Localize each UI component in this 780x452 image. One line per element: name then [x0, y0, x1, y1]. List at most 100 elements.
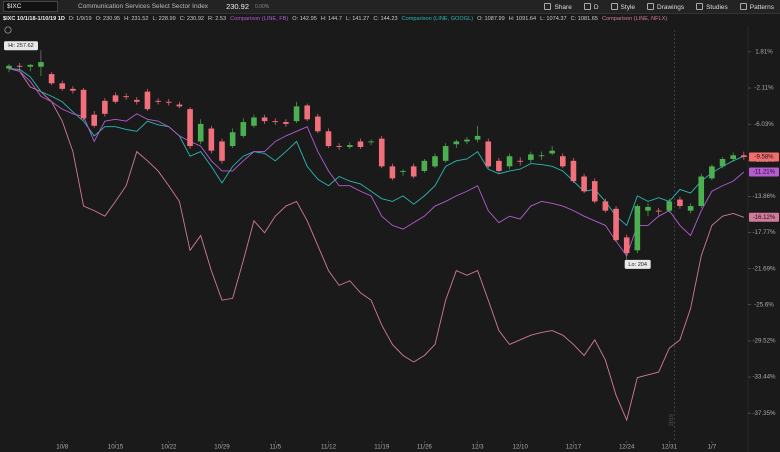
toolbar: $IXC Communication Services Select Secto…: [0, 0, 780, 14]
candle-body: [38, 62, 44, 67]
candle-body: [378, 138, 385, 167]
candle-body: [709, 166, 715, 179]
series-info: O: 1087.99: [477, 16, 505, 22]
candle-body: [112, 95, 119, 102]
x-tick-label: 12/3: [472, 444, 485, 451]
candle-body: [698, 176, 705, 207]
toolbar-button[interactable]: Share: [544, 3, 571, 11]
candle-body: [80, 89, 87, 119]
legend-entry: Comparison (LINE, FB): [230, 16, 289, 22]
ohlc-info: R: 2.53: [208, 16, 227, 22]
value-badge-label: -11.21%: [753, 170, 776, 176]
ohlc-info: O: 230.95: [95, 16, 121, 22]
series-info: C: 1081.65: [570, 16, 598, 22]
toolbar-buttons: Share D Style Drawings Studies Patterns: [544, 3, 774, 11]
candle-body: [48, 74, 55, 84]
x-tick-label: 10/29: [214, 444, 230, 451]
candle-body: [219, 141, 225, 161]
x-tick-label: 12/24: [619, 444, 635, 451]
candle-body: [272, 121, 279, 123]
x-tick-label: 11/19: [374, 444, 390, 451]
series-info: L: 141.27: [345, 16, 370, 22]
candle-body: [283, 122, 289, 124]
candle-body: [134, 99, 140, 102]
value-badge-label: -9.58%: [754, 155, 774, 161]
candle-body: [197, 123, 204, 142]
candle-body: [347, 145, 353, 147]
toolbar-button[interactable]: Studies: [696, 3, 728, 11]
candle-body: [421, 160, 428, 171]
y-tick-label: -17.77%: [752, 229, 776, 236]
candle-body: [581, 176, 587, 192]
candle-body: [506, 156, 513, 167]
candle-body: [59, 83, 66, 89]
candle-body: [474, 135, 481, 140]
candle-body: [293, 106, 300, 122]
toolbar-button[interactable]: D: [584, 3, 599, 11]
candle-body: [176, 104, 183, 107]
candle-body: [400, 170, 406, 172]
toolbar-button[interactable]: Style: [611, 3, 635, 11]
candle-body: [304, 105, 310, 120]
candle-body: [560, 156, 566, 167]
candle-body: [91, 114, 97, 126]
change: 0.00%: [255, 3, 270, 10]
candle-body: [6, 65, 12, 69]
info-icon[interactable]: [4, 26, 12, 34]
legend-entry: Comparison (LINE, GOOGL): [401, 16, 474, 22]
candle-body: [655, 210, 662, 212]
candle-body: [102, 100, 108, 114]
y-tick-label: -37.35%: [752, 410, 776, 417]
value-badge-label: -16.12%: [753, 215, 776, 221]
y-tick-label: -25.6%: [754, 301, 774, 308]
description: Communication Services Select Sector Ind…: [78, 3, 209, 10]
candle-body: [144, 91, 151, 110]
candle-body: [261, 117, 268, 122]
symbol-box[interactable]: $IXC: [3, 1, 58, 12]
candle-body: [240, 122, 247, 136]
candle-body: [410, 166, 417, 177]
candle-body: [16, 65, 23, 67]
candle-body: [70, 88, 76, 91]
candle-body: [165, 101, 172, 103]
candle-body: [602, 201, 609, 211]
candle-body: [27, 64, 34, 67]
x-tick-label: 11/5: [269, 444, 281, 451]
toolbar-button[interactable]: Patterns: [740, 3, 774, 11]
candle-body: [453, 141, 460, 145]
candle-body: [496, 160, 502, 171]
y-tick-label: -29.52%: [752, 338, 776, 345]
x-tick-label: 12/31: [662, 444, 678, 451]
series-info: C: 144.23: [373, 16, 398, 22]
candle-body: [187, 109, 193, 147]
y-tick-label: -13.86%: [752, 193, 776, 200]
candle-body: [325, 131, 332, 147]
candle-body: [432, 156, 438, 167]
x-tick-label: 11/26: [417, 444, 433, 451]
candle-body: [645, 206, 651, 211]
candle-body: [741, 155, 747, 157]
candle-body: [538, 155, 545, 157]
x-tick-label: 12/17: [566, 444, 582, 451]
x-tick-label: 10/8: [56, 444, 69, 451]
candle-body: [251, 117, 257, 126]
series-info: O: 142.95: [292, 16, 317, 22]
x-tick-label: 10/15: [108, 444, 124, 451]
candle-body: [208, 128, 215, 151]
ohlc-info: D: 1/9/19: [68, 16, 92, 22]
series-name: $IXC 10/1/18-1/10/19 1D: [3, 16, 65, 22]
candle-body: [719, 158, 726, 167]
candle-body: [442, 146, 449, 161]
series-info: H: 1091.64: [508, 16, 537, 22]
hi-box: [4, 41, 38, 51]
candle-body: [666, 201, 673, 211]
candle-body: [634, 206, 641, 251]
candle-body: [389, 166, 396, 179]
x-tick-label: 10/22: [161, 444, 177, 451]
lo-label: Lo: 204: [628, 262, 647, 268]
candle-body: [549, 150, 555, 154]
toolbar-button[interactable]: Drawings: [647, 3, 684, 11]
hi-label: Hi: 257.62: [8, 43, 34, 49]
